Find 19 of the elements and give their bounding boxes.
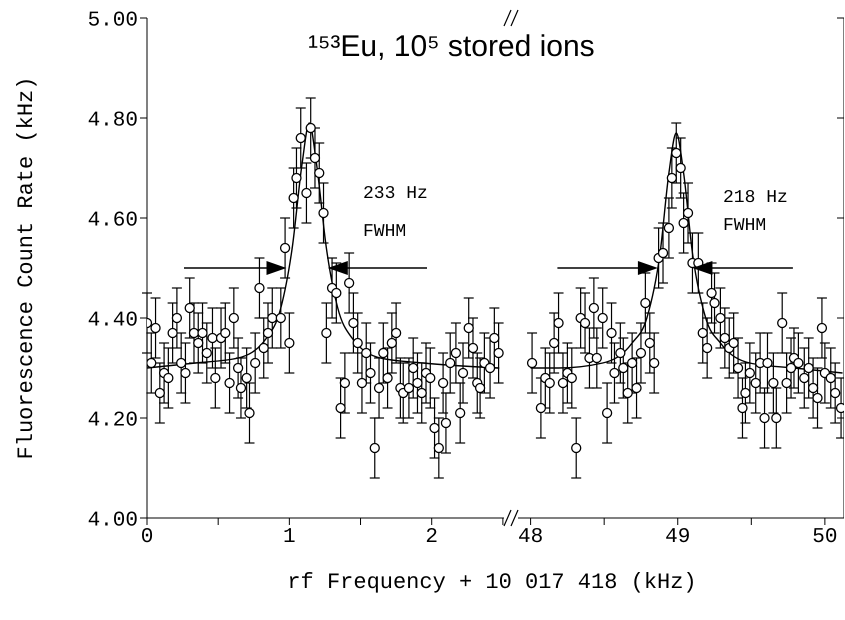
annotation: FWHM — [363, 222, 406, 242]
annotation: FWHM — [723, 216, 766, 236]
annotation: 233 Hz — [363, 184, 428, 204]
y-tick-label: 4.60 — [88, 209, 138, 232]
x-tick-label: 49 — [665, 526, 690, 549]
x-tick-label: 48 — [518, 526, 544, 549]
y-tick-label: 4.00 — [88, 509, 138, 532]
x-tick-label: 50 — [812, 526, 838, 549]
chart-title: ¹⁵³Eu, 10⁵ stored ions — [308, 30, 595, 64]
x-axis-title: rf Frequency + 10 017 418 (kHz) — [286, 570, 698, 595]
annotation: 218 Hz — [723, 188, 788, 208]
x-tick-label: 2 — [425, 526, 438, 549]
x-tick-label: 1 — [283, 526, 296, 549]
y-tick-label: 4.20 — [88, 409, 138, 432]
y-tick-label: 4.40 — [88, 309, 138, 332]
y-axis-title: Fluorescence Count Rate (kHz) — [14, 76, 39, 460]
y-tick-label: 4.80 — [88, 109, 138, 132]
y-tick-label: 5.00 — [88, 9, 138, 32]
x-tick-label: 0 — [140, 526, 154, 549]
